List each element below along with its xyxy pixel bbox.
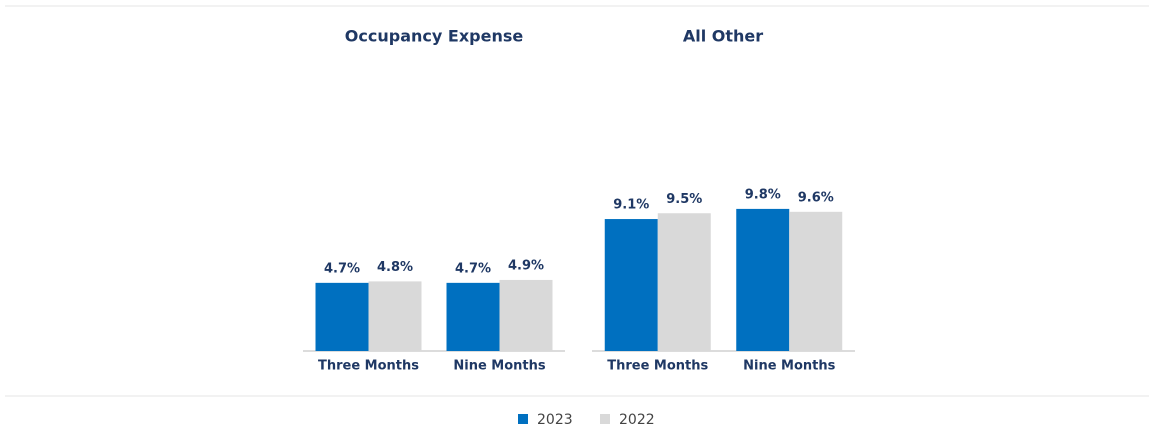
x-tick-label: Three Months bbox=[607, 359, 708, 374]
data-label: 9.5% bbox=[666, 192, 702, 207]
data-label: 4.7% bbox=[455, 261, 491, 276]
bar bbox=[315, 282, 369, 351]
chart-title: All Other bbox=[683, 27, 763, 46]
legend-swatch bbox=[600, 414, 610, 424]
chart-title: Occupancy Expense bbox=[345, 27, 524, 46]
bar bbox=[657, 213, 711, 351]
legend-swatch bbox=[518, 414, 528, 424]
data-label: 9.8% bbox=[745, 187, 781, 202]
legend-label: 2022 bbox=[619, 412, 655, 428]
data-label: 4.9% bbox=[508, 258, 544, 273]
bar bbox=[446, 282, 500, 351]
data-label: 4.8% bbox=[377, 260, 413, 275]
x-tick-label: Nine Months bbox=[453, 359, 546, 374]
bar bbox=[789, 211, 843, 351]
x-tick-label: Three Months bbox=[318, 359, 419, 374]
bar bbox=[368, 281, 422, 351]
data-label: 4.7% bbox=[324, 261, 360, 276]
bar bbox=[499, 279, 553, 351]
x-tick-label: Nine Months bbox=[743, 359, 836, 374]
legend-label: 2023 bbox=[537, 412, 573, 428]
bar bbox=[604, 219, 658, 351]
bar bbox=[736, 208, 790, 351]
data-label: 9.1% bbox=[613, 198, 649, 213]
data-label: 9.6% bbox=[798, 190, 834, 205]
